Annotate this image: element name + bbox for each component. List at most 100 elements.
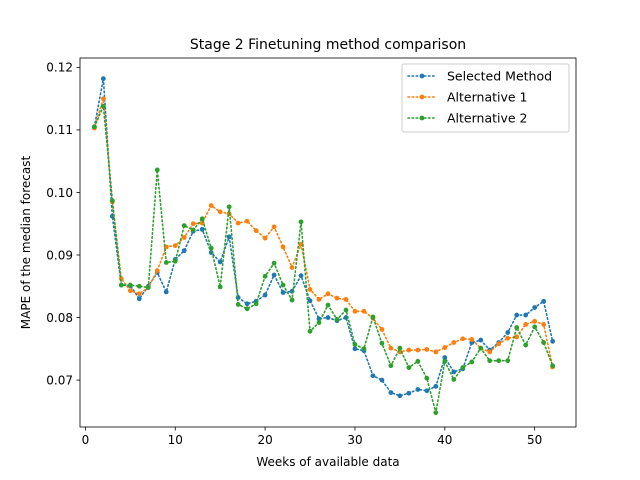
- data-point: [190, 221, 196, 227]
- data-point: [91, 124, 97, 130]
- x-tick-label: 20: [257, 433, 272, 447]
- y-tick-label: 0.10: [46, 186, 73, 200]
- data-point: [532, 318, 538, 324]
- data-point: [370, 373, 376, 379]
- data-point: [181, 248, 187, 254]
- legend-swatch-marker: [419, 73, 425, 79]
- data-point: [361, 346, 367, 352]
- y-tick-label: 0.07: [46, 373, 73, 387]
- data-point: [451, 340, 457, 345]
- data-point: [469, 359, 475, 365]
- data-point: [298, 273, 304, 279]
- data-point: [397, 345, 403, 351]
- data-point: [235, 220, 241, 226]
- data-point: [316, 297, 322, 302]
- data-point: [343, 297, 349, 302]
- data-point: [199, 216, 205, 222]
- data-point: [244, 218, 250, 224]
- data-point: [541, 322, 547, 327]
- data-point: [388, 345, 394, 351]
- x-axis-label: Weeks of available data: [256, 455, 399, 469]
- data-point: [109, 198, 115, 204]
- series-line-alternative-2: [93, 105, 554, 413]
- data-point: [514, 334, 520, 340]
- data-point: [433, 349, 439, 355]
- chart-title: Stage 2 Finetuning method comparison: [190, 37, 466, 53]
- data-point: [469, 337, 475, 342]
- data-point: [289, 297, 295, 303]
- data-point: [541, 298, 547, 304]
- y-tick-label: 0.11: [46, 123, 73, 137]
- data-point: [307, 287, 313, 292]
- x-axis-ticks: 0 10 20 30 40 50: [82, 427, 542, 447]
- data-point: [100, 96, 106, 102]
- data-point: [424, 347, 430, 352]
- data-point: [397, 393, 403, 399]
- data-point: [235, 302, 241, 307]
- data-point: [100, 103, 106, 109]
- data-point: [514, 325, 520, 330]
- y-axis-ticks: 0.07 0.08 0.09 0.10 0.11 0.12: [46, 61, 80, 387]
- data-point: [334, 317, 340, 322]
- data-point: [307, 328, 313, 334]
- data-point: [487, 358, 493, 364]
- data-point: [325, 302, 331, 308]
- legend-frame: [401, 63, 570, 133]
- data-point: [262, 273, 268, 279]
- data-point: [532, 324, 538, 330]
- data-point: [487, 349, 493, 355]
- data-point: [217, 259, 223, 265]
- data-point: [424, 375, 430, 381]
- data-point: [199, 226, 205, 232]
- data-point: [163, 289, 169, 295]
- data-point: [532, 305, 538, 310]
- data-point: [100, 76, 106, 82]
- data-point: [334, 295, 340, 301]
- x-tick-label: 0: [82, 433, 90, 447]
- x-tick-label: 40: [437, 433, 452, 447]
- data-point: [460, 336, 466, 342]
- legend-label: Alternative 2: [447, 111, 528, 126]
- data-point: [415, 347, 421, 353]
- data-point: [244, 306, 250, 312]
- data-point: [514, 312, 520, 318]
- y-tick-label: 0.08: [46, 311, 73, 325]
- data-point: [442, 358, 448, 364]
- data-point: [451, 369, 457, 375]
- data-point: [370, 314, 376, 320]
- data-point: [352, 308, 358, 314]
- series-layer: [91, 76, 556, 416]
- data-point: [433, 410, 439, 416]
- y-axis-label: MAPE of the median forecast: [19, 156, 33, 330]
- data-point: [523, 312, 529, 318]
- data-point: [442, 355, 448, 360]
- data-point: [406, 390, 412, 396]
- data-point: [343, 307, 349, 313]
- data-point: [190, 227, 196, 233]
- data-point: [271, 224, 277, 230]
- data-point: [496, 358, 502, 364]
- data-point: [307, 298, 313, 304]
- data-point: [325, 315, 331, 320]
- data-point: [388, 363, 394, 369]
- data-point: [127, 288, 133, 294]
- data-point: [523, 322, 529, 327]
- data-point: [505, 335, 511, 341]
- data-point: [361, 308, 367, 314]
- data-point: [217, 209, 223, 215]
- data-point: [226, 234, 232, 240]
- x-tick-label: 10: [168, 433, 183, 447]
- data-point: [460, 365, 466, 370]
- data-point: [523, 342, 529, 348]
- data-point: [424, 388, 430, 394]
- data-point: [118, 282, 124, 288]
- data-point: [550, 338, 556, 344]
- data-point: [316, 320, 322, 325]
- data-point: [163, 260, 169, 265]
- data-point: [172, 258, 178, 264]
- data-point: [271, 260, 277, 266]
- data-point: [406, 347, 412, 353]
- data-point: [298, 219, 304, 225]
- data-point: [541, 340, 547, 345]
